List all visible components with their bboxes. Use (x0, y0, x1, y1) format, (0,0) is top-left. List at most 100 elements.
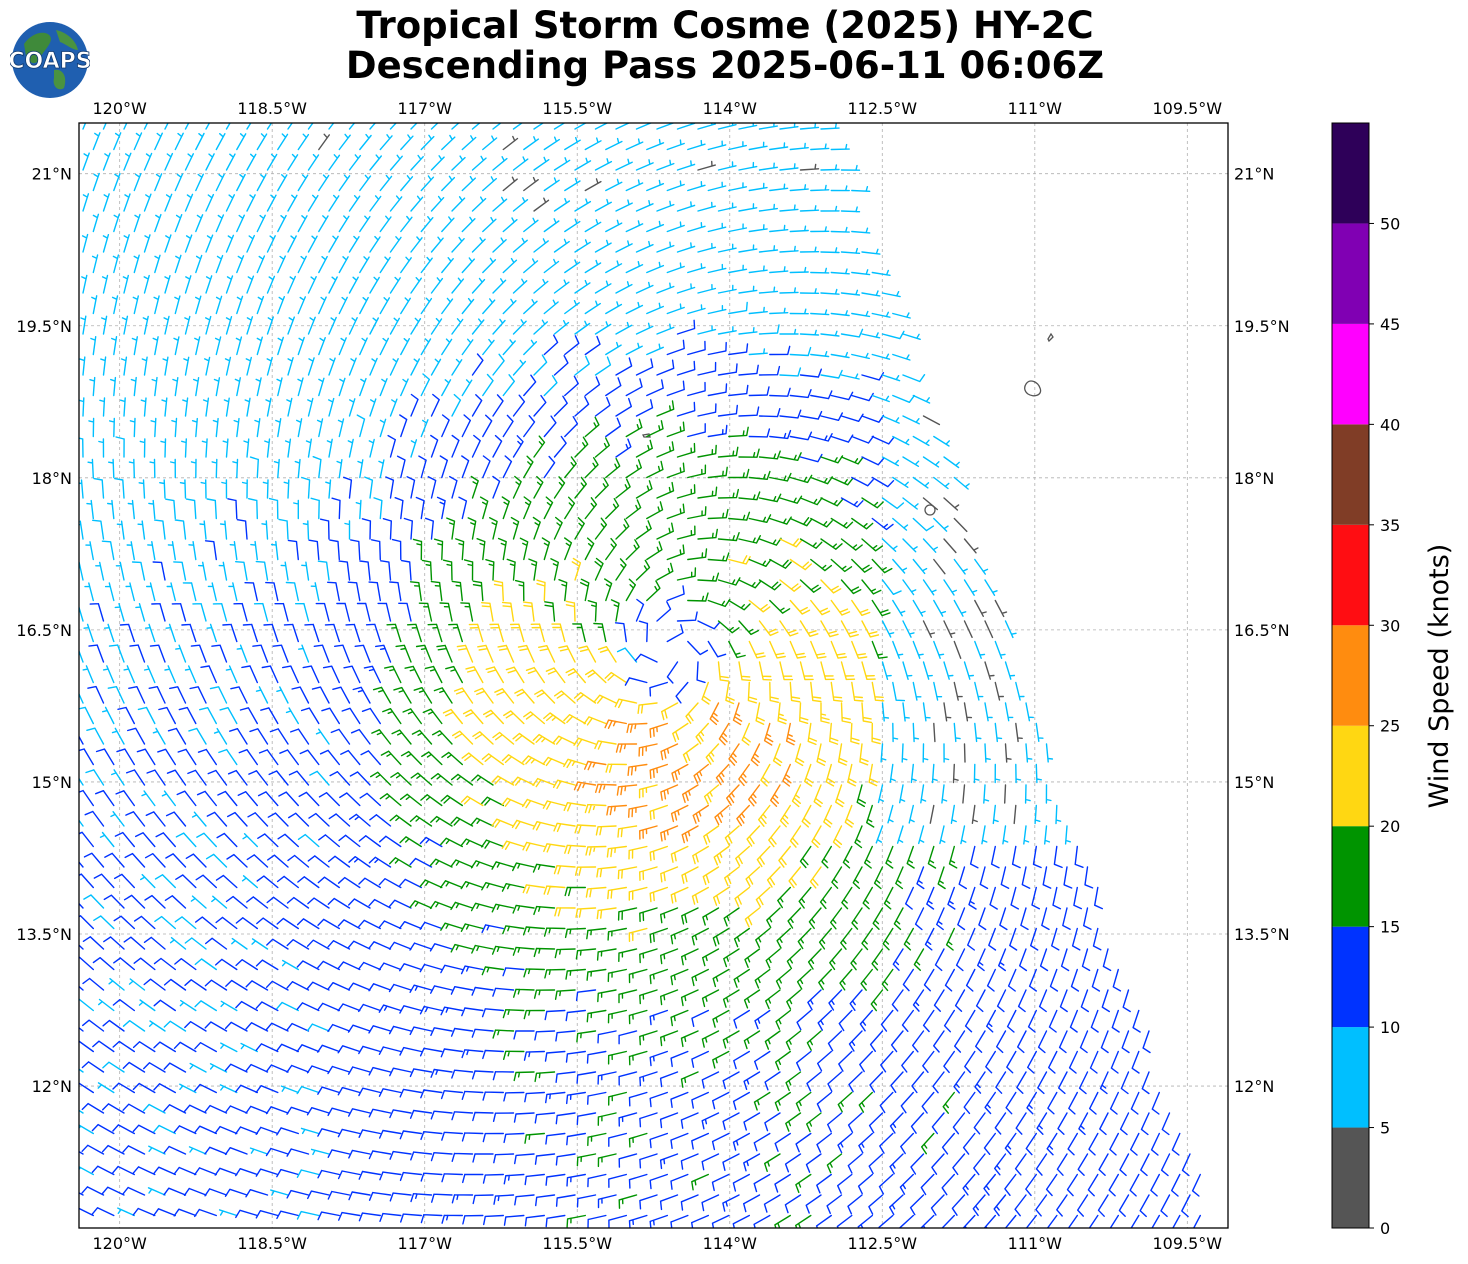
wind-barb (955, 948, 966, 972)
wind-barb (838, 1009, 853, 1032)
wind-barb (889, 1153, 904, 1175)
wind-barb (607, 968, 627, 983)
wind-barb (927, 845, 937, 869)
wind-barb (502, 1009, 525, 1019)
wind-barb (789, 308, 809, 315)
wind-barb (899, 1173, 914, 1195)
wind-barb (666, 544, 685, 561)
wind-barb (389, 814, 412, 827)
wind-barb (912, 681, 922, 701)
wind-barb (451, 1152, 474, 1162)
wind-barb (184, 153, 194, 171)
wind-barb (298, 791, 320, 807)
wind-barb (422, 708, 443, 725)
wind-barb (523, 968, 545, 978)
wind-barb (277, 174, 288, 192)
wind-barb (564, 177, 581, 192)
wind-barb (943, 1009, 955, 1033)
wind-barb (102, 234, 110, 253)
wind-barb (246, 316, 254, 335)
wind-barb (174, 295, 181, 315)
wind-barb (188, 541, 197, 561)
wind-barb (649, 763, 668, 780)
wind-barb (697, 486, 718, 499)
wind-barb (769, 345, 791, 356)
wind-barb (553, 395, 568, 417)
wind-barb (1045, 743, 1054, 763)
wind-barb (100, 356, 107, 376)
wind-barb (462, 1173, 484, 1184)
wind-barb (1098, 1153, 1109, 1176)
wind-barb (646, 501, 664, 520)
wind-barb (235, 959, 258, 971)
wind-barb (702, 907, 720, 926)
wind-barb (395, 644, 412, 663)
wind-barb (585, 845, 607, 856)
wind-barb (420, 1214, 443, 1224)
wind-barb (232, 458, 239, 479)
wind-barb (775, 1050, 791, 1071)
wind-barb (748, 599, 771, 613)
wind-barb (764, 1071, 781, 1091)
wind-barb (440, 1048, 463, 1058)
wind-barb (348, 154, 362, 171)
wind-barb (847, 763, 857, 787)
wind-barb (310, 582, 320, 602)
wind-barb (851, 392, 874, 402)
wind-barb (371, 729, 392, 745)
wind-barb (287, 153, 299, 171)
wind-barb (777, 886, 791, 909)
wind-barb (189, 686, 207, 704)
wind-barb (327, 897, 351, 909)
wind-barb (82, 1019, 105, 1032)
wind-barb (605, 377, 622, 397)
wind-barb (204, 979, 228, 991)
wind-barb (267, 812, 289, 827)
wind-barb (388, 941, 412, 950)
wind-barb (816, 1091, 832, 1113)
wind-barb (389, 1067, 412, 1077)
wind-barb (628, 886, 648, 901)
wind-barb (810, 184, 830, 192)
wind-barb (571, 557, 582, 581)
wind-barb (348, 1149, 371, 1159)
wind-barb (717, 532, 740, 542)
wind-barb (318, 255, 328, 274)
wind-barb (379, 337, 389, 356)
wind-barb (190, 895, 207, 909)
wind-barb (859, 1009, 873, 1032)
wind-barb (615, 397, 632, 417)
wind-barb (931, 763, 938, 784)
wind-barb (755, 886, 771, 908)
wind-barb (369, 154, 382, 171)
wind-barb (209, 1063, 228, 1073)
wind-barb (871, 394, 890, 403)
wind-barb (462, 709, 484, 725)
wind-barb (713, 886, 730, 906)
wind-barb (583, 716, 607, 726)
colorbar-bin (1332, 1027, 1369, 1128)
wind-barb (332, 686, 351, 704)
wind-barb (372, 686, 392, 704)
wind-barb (171, 417, 178, 438)
wind-barb (1084, 866, 1094, 889)
wind-barb (296, 1210, 320, 1220)
wind-barb (996, 989, 1007, 1013)
wind-barb (1027, 1009, 1037, 1033)
wind-barb (368, 1066, 392, 1076)
wind-barb (1109, 1132, 1119, 1156)
wind-barb (277, 833, 299, 848)
wind-barb (410, 1151, 433, 1161)
wind-barb (92, 172, 100, 192)
wind-barb (379, 835, 402, 848)
wind-barb (502, 339, 516, 356)
wind-barb (879, 1091, 894, 1114)
wind-barb (1058, 1071, 1068, 1095)
wind-barb (430, 236, 444, 253)
wind-barb (724, 825, 740, 846)
wind-barb (604, 671, 627, 684)
wind-barb (400, 175, 414, 192)
wind-barb (153, 1166, 176, 1176)
wind-barb (543, 496, 554, 520)
wind-barb (545, 1132, 566, 1145)
